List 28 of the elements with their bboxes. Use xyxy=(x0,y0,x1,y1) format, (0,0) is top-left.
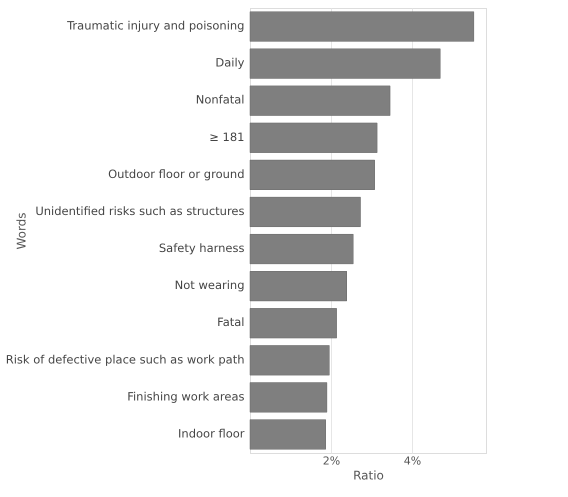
y-tick-label: Not wearing xyxy=(174,278,244,292)
x-axis-title: Ratio xyxy=(353,468,384,482)
bar xyxy=(250,419,326,450)
x-tick-label: 4% xyxy=(404,454,422,468)
bar xyxy=(250,48,441,79)
bar xyxy=(250,11,474,42)
bar xyxy=(250,271,347,302)
y-tick-label: Nonfatal xyxy=(196,92,244,107)
y-tick-label: Unidentified risks such as structures xyxy=(35,204,245,218)
y-tick-label: Finishing work areas xyxy=(127,389,245,404)
bar xyxy=(250,196,361,228)
bar xyxy=(250,345,330,376)
bar xyxy=(250,234,354,264)
y-tick-label: Fatal xyxy=(217,315,244,330)
y-axis-title: Words xyxy=(14,212,28,250)
bar xyxy=(250,122,378,153)
y-tick-label: ≥ 181 xyxy=(209,130,244,144)
bar xyxy=(250,382,328,412)
bar xyxy=(250,308,337,338)
y-tick-label: Risk of defective place such as work path xyxy=(6,352,244,366)
y-tick-label: Indoor floor xyxy=(178,426,245,440)
y-tick-label: Daily xyxy=(215,56,245,70)
y-tick-label: Safety harness xyxy=(158,241,244,256)
bar xyxy=(250,86,390,116)
x-tick-label: 2% xyxy=(322,454,340,468)
y-tick-label: Outdoor floor or ground xyxy=(108,166,244,181)
y-tick-label: Traumatic injury and poisoning xyxy=(66,18,244,33)
bar xyxy=(250,160,375,190)
